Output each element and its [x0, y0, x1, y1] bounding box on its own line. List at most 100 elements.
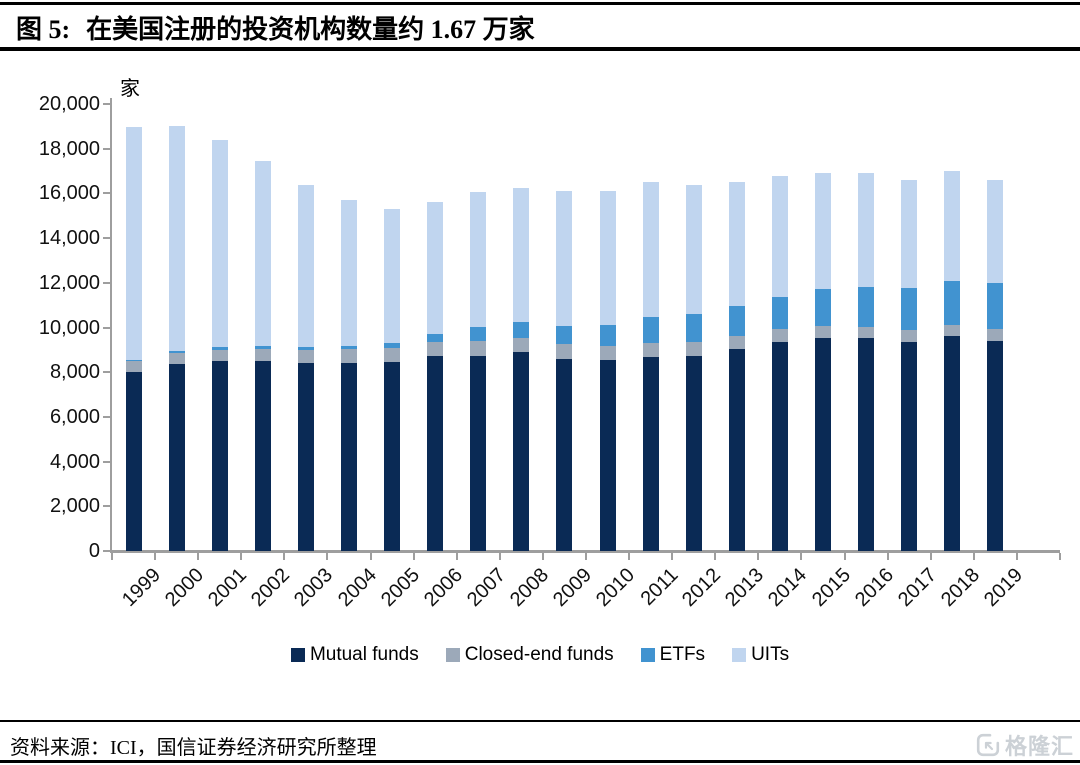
- bar-segment-uits: [944, 170, 961, 281]
- bar-segment-uits: [771, 176, 788, 297]
- bar-segment-uits: [211, 139, 228, 348]
- x-axis-tick: [369, 553, 372, 560]
- x-axis-tick: [197, 553, 200, 560]
- gelonghui-logo: 格隆汇: [975, 729, 1074, 761]
- bar-segment-mutual-funds: [513, 352, 530, 551]
- bar-segment-closed-end-funds: [427, 341, 444, 357]
- bar-segment-uits: [254, 160, 271, 347]
- legend-label: ETFs: [659, 644, 706, 665]
- bar-2012: [685, 185, 702, 551]
- y-axis-tick-label: 8,000: [49, 361, 100, 384]
- legend-label: Closed-end funds: [464, 644, 614, 665]
- bar-segment-mutual-funds: [771, 341, 788, 551]
- bar-2001: [211, 139, 228, 551]
- bar-segment-closed-end-funds: [728, 335, 745, 350]
- x-axis-tick: [283, 553, 286, 560]
- bar-2018: [944, 170, 961, 551]
- bar-segment-mutual-funds: [599, 360, 616, 551]
- bar-segment-uits: [125, 127, 142, 361]
- y-axis-tick-label: 14,000: [38, 227, 100, 250]
- bar-2013: [728, 182, 745, 551]
- bar-2008: [513, 187, 530, 551]
- y-axis-tick: [103, 326, 112, 329]
- x-axis-tick: [757, 553, 760, 560]
- bar-2002: [254, 160, 271, 551]
- figure-label: 图 5:: [16, 15, 71, 44]
- x-axis-label-2009: 2009: [549, 564, 597, 612]
- bar-segment-etfs: [384, 343, 401, 348]
- bar-segment-etfs: [599, 324, 616, 347]
- bar-segment-closed-end-funds: [556, 344, 573, 359]
- bar-segment-etfs: [944, 280, 961, 326]
- bar-segment-mutual-funds: [254, 360, 271, 551]
- x-axis-tick: [886, 553, 889, 560]
- y-axis-tick: [103, 460, 112, 463]
- bar-2014: [771, 176, 788, 551]
- bar-segment-closed-end-funds: [168, 353, 185, 364]
- bar-segment-mutual-funds: [728, 349, 745, 551]
- bar-segment-mutual-funds: [815, 338, 831, 551]
- x-axis-tick: [498, 553, 501, 560]
- figure-title-text: 在美国注册的投资机构数量约 1.67 万家: [86, 15, 535, 44]
- gelonghui-logo-text: 格隆汇: [1004, 734, 1074, 759]
- bar-segment-closed-end-funds: [685, 342, 702, 356]
- footer-divider: [0, 720, 1080, 722]
- x-axis-tick: [929, 553, 932, 560]
- x-axis-label-2003: 2003: [290, 564, 338, 612]
- x-axis-label-2008: 2008: [505, 564, 553, 612]
- bar-segment-mutual-funds: [384, 362, 401, 551]
- x-axis-label-2005: 2005: [376, 564, 424, 612]
- legend-item-closed-end-funds: Closed-end funds: [445, 644, 614, 666]
- bar-segment-closed-end-funds: [297, 349, 314, 363]
- bar-segment-mutual-funds: [211, 360, 228, 551]
- bar-segment-etfs: [815, 289, 831, 326]
- bar-segment-etfs: [427, 333, 444, 342]
- bottom-divider: [0, 760, 1080, 763]
- x-axis-label-2007: 2007: [462, 564, 510, 612]
- source-note: 资料来源：ICI，国信证券经济研究所整理: [10, 737, 377, 759]
- bar-segment-mutual-funds: [297, 362, 314, 551]
- x-axis-label-2011: 2011: [636, 564, 683, 610]
- x-axis-tick: [1015, 553, 1018, 560]
- bar-segment-closed-end-funds: [642, 343, 659, 358]
- x-axis-tick: [541, 553, 544, 560]
- bar-segment-mutual-funds: [685, 355, 702, 551]
- legend-swatch: [445, 648, 460, 662]
- y-axis-tick-label: 16,000: [38, 182, 100, 205]
- y-axis-tick-label: 12,000: [38, 271, 100, 294]
- x-axis-label-2016: 2016: [850, 564, 898, 612]
- y-axis-tick-label: 0: [88, 540, 100, 562]
- bar-segment-closed-end-funds: [211, 349, 228, 361]
- y-axis-tick: [103, 505, 112, 508]
- bar-segment-mutual-funds: [341, 362, 357, 551]
- legend-item-uits: UITs: [732, 644, 789, 666]
- x-axis-tick: [412, 553, 415, 560]
- bar-segment-mutual-funds: [470, 355, 487, 551]
- bar-segment-uits: [858, 172, 875, 287]
- bar-2003: [297, 185, 314, 551]
- bar-segment-uits: [341, 200, 357, 346]
- bar-2015: [815, 173, 831, 551]
- x-axis-label-2002: 2002: [247, 564, 295, 612]
- bar-segment-etfs: [470, 326, 487, 341]
- x-axis-tick: [154, 553, 157, 560]
- bar-segment-mutual-funds: [168, 363, 185, 551]
- bar-1999: [125, 127, 142, 551]
- legend-swatch: [290, 648, 305, 662]
- legend-item-etfs: ETFs: [640, 644, 706, 666]
- bar-segment-etfs: [901, 287, 918, 331]
- bar-segment-closed-end-funds: [987, 329, 1004, 341]
- bar-segment-uits: [728, 182, 745, 307]
- x-axis-tick: [326, 553, 329, 560]
- y-axis-tick-label: 2,000: [49, 495, 100, 518]
- bar-segment-uits: [297, 185, 314, 347]
- x-axis-line: [110, 550, 1060, 553]
- bar-segment-uits: [815, 173, 831, 290]
- bar-2007: [470, 191, 487, 551]
- bar-segment-closed-end-funds: [470, 340, 487, 356]
- bar-segment-mutual-funds: [858, 338, 875, 551]
- x-axis-label-2014: 2014: [764, 564, 812, 612]
- bar-segment-etfs: [341, 345, 357, 350]
- bar-2000: [168, 126, 185, 551]
- bar-segment-closed-end-funds: [771, 329, 788, 342]
